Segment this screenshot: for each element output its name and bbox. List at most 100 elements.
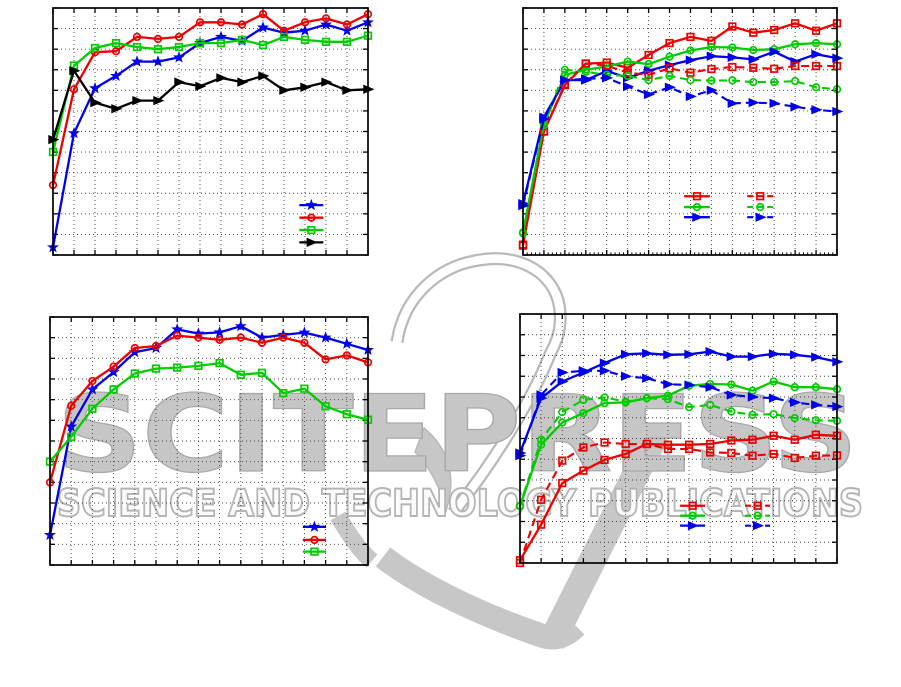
circle-marker bbox=[728, 43, 737, 52]
circle-marker bbox=[151, 341, 161, 351]
series-line bbox=[518, 350, 838, 454]
star-marker bbox=[319, 331, 332, 343]
triangle-right-marker bbox=[769, 98, 781, 108]
series-line bbox=[48, 334, 369, 483]
circle-marker bbox=[621, 397, 630, 406]
square-marker bbox=[692, 192, 702, 201]
triangle-right-marker bbox=[69, 66, 81, 76]
triangle-right-marker bbox=[663, 350, 675, 360]
triangle-right-marker bbox=[726, 351, 738, 362]
square-marker bbox=[321, 402, 330, 411]
triangle-right-marker bbox=[622, 81, 635, 92]
triangle-right-marker bbox=[174, 77, 186, 87]
circle-marker bbox=[769, 409, 778, 419]
triangle-right-marker bbox=[642, 373, 654, 383]
triangle-right-marker bbox=[747, 351, 759, 362]
square-marker bbox=[727, 448, 736, 458]
triangle-right-marker bbox=[705, 346, 717, 357]
circle-marker bbox=[310, 535, 319, 545]
square-marker bbox=[215, 358, 224, 368]
series-line bbox=[518, 396, 838, 507]
triangle-right-marker bbox=[111, 104, 123, 114]
square-marker bbox=[342, 410, 351, 419]
square-marker bbox=[536, 520, 546, 529]
square-marker bbox=[707, 64, 716, 74]
series-blue-star bbox=[44, 319, 374, 541]
series-red-square-solid bbox=[515, 430, 842, 565]
series-red-circle bbox=[45, 331, 373, 487]
circle-marker bbox=[663, 395, 673, 404]
circle-marker bbox=[132, 32, 142, 42]
circle-marker bbox=[811, 383, 821, 392]
grid bbox=[53, 8, 368, 255]
star-marker bbox=[89, 81, 101, 94]
logo-swoosh-inner bbox=[392, 254, 565, 516]
triangle-right-marker bbox=[748, 97, 760, 108]
star-marker bbox=[298, 326, 311, 338]
circle-marker bbox=[753, 511, 762, 520]
triangle-right-marker bbox=[811, 400, 823, 410]
series-line bbox=[521, 22, 838, 245]
triangle-right-marker bbox=[258, 71, 270, 81]
square-marker bbox=[769, 449, 778, 459]
circle-marker bbox=[707, 76, 716, 85]
square-marker bbox=[686, 32, 695, 42]
circle-marker bbox=[749, 45, 758, 55]
square-marker bbox=[236, 370, 245, 379]
circle-marker bbox=[279, 333, 288, 342]
circle-marker bbox=[686, 75, 695, 85]
triangle-right-marker bbox=[539, 114, 551, 124]
circle-marker bbox=[194, 333, 203, 342]
triangle-right-marker bbox=[306, 237, 318, 248]
square-marker bbox=[706, 448, 715, 457]
series-line bbox=[51, 34, 369, 153]
square-marker bbox=[279, 32, 289, 42]
circle-marker bbox=[623, 57, 632, 66]
star-marker bbox=[234, 319, 247, 332]
series-green-circle-solid bbox=[518, 38, 842, 237]
circle-marker bbox=[88, 376, 97, 386]
square-marker bbox=[237, 35, 247, 45]
circle-marker bbox=[728, 76, 737, 85]
axis-box bbox=[519, 313, 838, 564]
star-marker bbox=[341, 24, 353, 36]
series-line bbox=[521, 68, 838, 234]
star-marker bbox=[68, 126, 80, 139]
square-marker bbox=[621, 439, 630, 449]
series-green-circle-dashed bbox=[515, 393, 842, 510]
square-marker bbox=[132, 42, 142, 52]
triangle-right-marker bbox=[755, 212, 767, 222]
triangle-right-marker bbox=[687, 520, 699, 531]
triangle-right-marker bbox=[237, 77, 249, 87]
circle-marker bbox=[600, 393, 609, 402]
triangle-right-marker bbox=[769, 47, 781, 57]
triangle-right-marker bbox=[705, 382, 717, 392]
star-marker bbox=[340, 337, 353, 349]
square-marker bbox=[536, 495, 546, 504]
circle-marker bbox=[342, 351, 351, 360]
square-marker bbox=[728, 22, 737, 31]
square-marker bbox=[300, 35, 310, 45]
axis-box bbox=[522, 7, 838, 256]
series-line bbox=[518, 380, 838, 507]
triangle-right-marker bbox=[664, 82, 676, 92]
triangle-right-marker bbox=[599, 358, 611, 368]
star-marker bbox=[305, 198, 318, 211]
square-marker bbox=[706, 439, 715, 449]
square-marker bbox=[770, 64, 779, 73]
star-marker bbox=[131, 55, 143, 67]
chart-bottom-left bbox=[44, 316, 374, 566]
circle-marker bbox=[727, 407, 736, 416]
circle-marker bbox=[342, 20, 352, 29]
series-line bbox=[51, 13, 369, 186]
circle-marker bbox=[811, 416, 821, 425]
series-line bbox=[51, 21, 369, 248]
triangle-right-marker bbox=[599, 366, 611, 376]
axis-box bbox=[52, 7, 369, 256]
triangle-right-marker bbox=[279, 85, 291, 95]
square-marker bbox=[790, 435, 799, 444]
square-marker bbox=[558, 478, 567, 488]
circle-marker bbox=[644, 59, 653, 69]
star-marker bbox=[320, 18, 332, 30]
